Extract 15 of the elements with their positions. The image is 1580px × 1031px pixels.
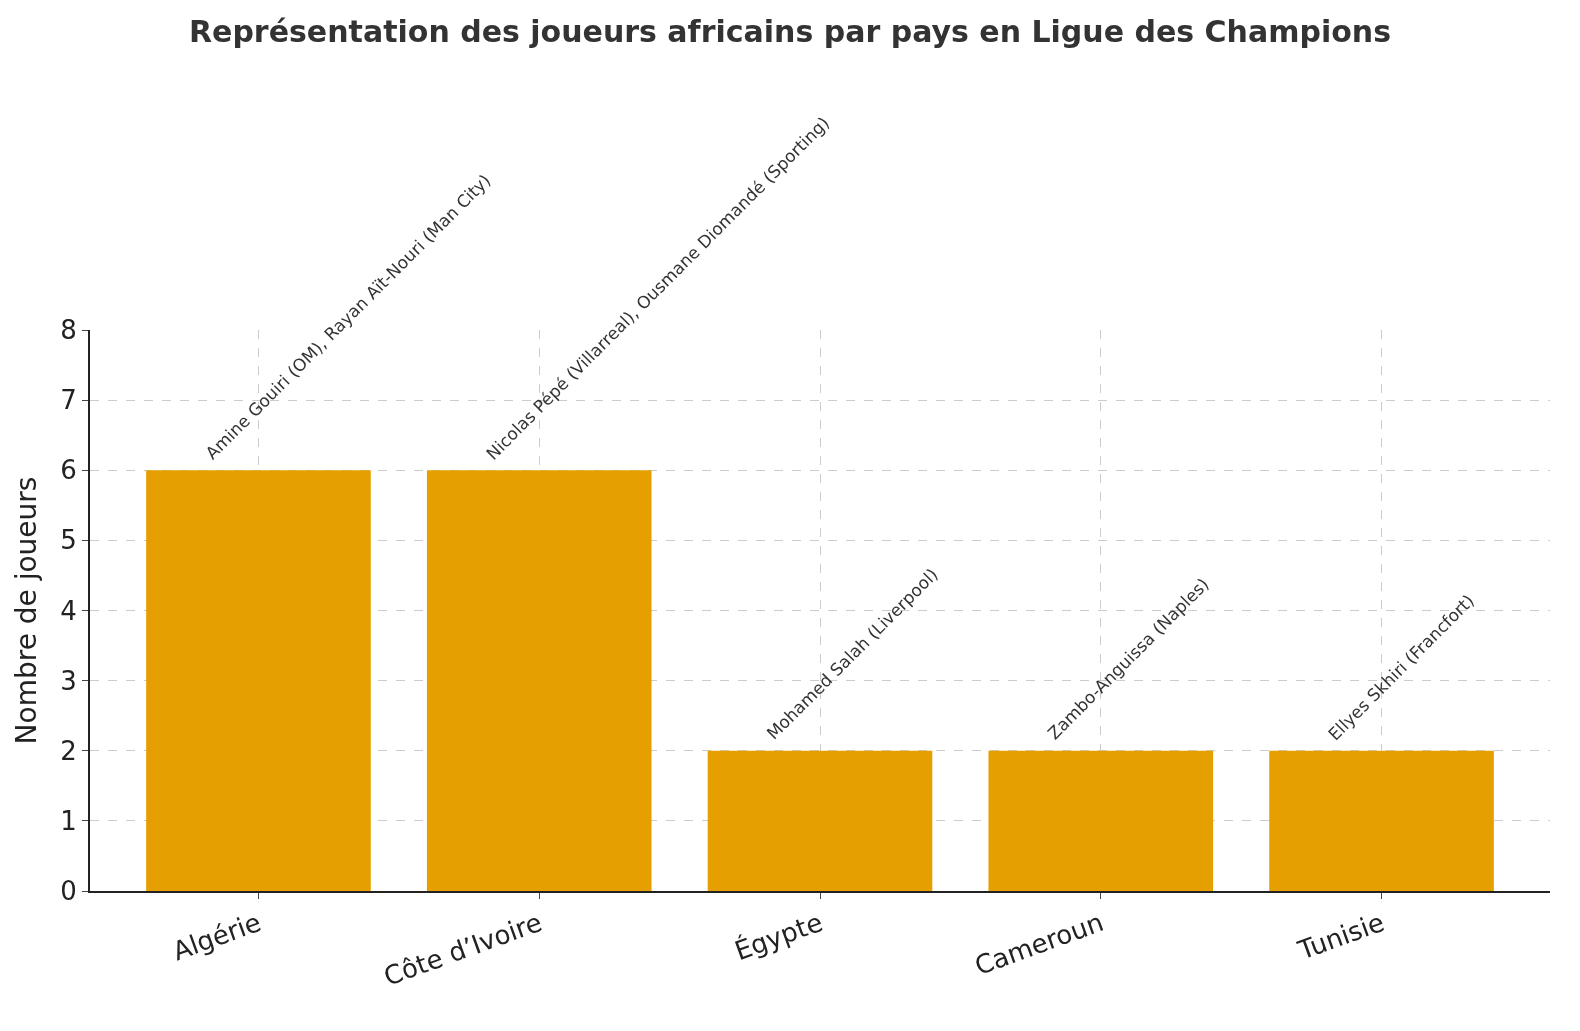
- y-tick-label: 1: [60, 805, 77, 836]
- y-tick-label: 3: [60, 665, 77, 696]
- y-tick-label: 8: [60, 315, 77, 346]
- y-tick-label: 2: [60, 735, 77, 766]
- x-tick-label: Algérie: [168, 906, 265, 967]
- y-tick-label: 0: [60, 876, 77, 907]
- x-tick-label: Tunisie: [1293, 906, 1389, 966]
- x-tick-label: Côte d’Ivoire: [379, 906, 546, 992]
- y-tick-label: 7: [60, 385, 77, 416]
- y-tick-label: 4: [60, 595, 77, 626]
- chart-title: Représentation des joueurs africains par pays en Ligue des Champions: [188, 13, 1392, 49]
- y-tick-label: 5: [60, 525, 77, 556]
- y-axis-title: Nombre de joueurs: [10, 476, 44, 745]
- y-tick-label: 6: [60, 455, 77, 486]
- x-tick-label: Égypte: [730, 905, 827, 967]
